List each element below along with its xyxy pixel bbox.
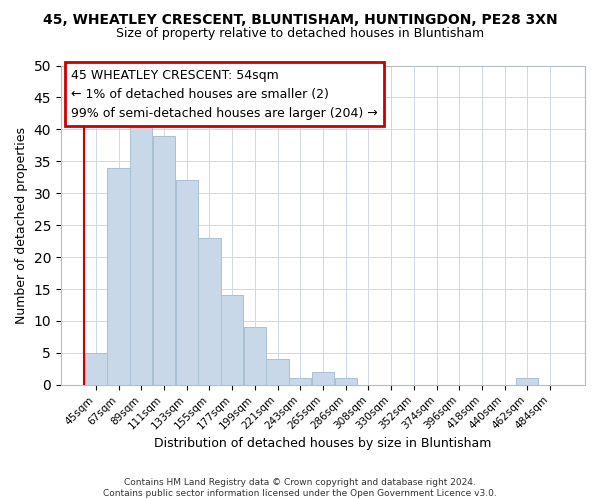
Y-axis label: Number of detached properties: Number of detached properties xyxy=(15,126,28,324)
Bar xyxy=(221,296,243,385)
X-axis label: Distribution of detached houses by size in Bluntisham: Distribution of detached houses by size … xyxy=(154,437,491,450)
Bar xyxy=(244,328,266,385)
Text: 45 WHEATLEY CRESCENT: 54sqm
← 1% of detached houses are smaller (2)
99% of semi-: 45 WHEATLEY CRESCENT: 54sqm ← 1% of deta… xyxy=(71,68,378,120)
Bar xyxy=(516,378,538,385)
Bar xyxy=(335,378,357,385)
Bar xyxy=(130,116,152,385)
Text: 45, WHEATLEY CRESCENT, BLUNTISHAM, HUNTINGDON, PE28 3XN: 45, WHEATLEY CRESCENT, BLUNTISHAM, HUNTI… xyxy=(43,12,557,26)
Bar xyxy=(266,360,289,385)
Text: Contains HM Land Registry data © Crown copyright and database right 2024.
Contai: Contains HM Land Registry data © Crown c… xyxy=(103,478,497,498)
Bar xyxy=(107,168,130,385)
Bar xyxy=(198,238,221,385)
Bar xyxy=(289,378,311,385)
Bar xyxy=(153,136,175,385)
Bar xyxy=(176,180,198,385)
Text: Size of property relative to detached houses in Bluntisham: Size of property relative to detached ho… xyxy=(116,28,484,40)
Bar xyxy=(85,353,107,385)
Bar xyxy=(312,372,334,385)
